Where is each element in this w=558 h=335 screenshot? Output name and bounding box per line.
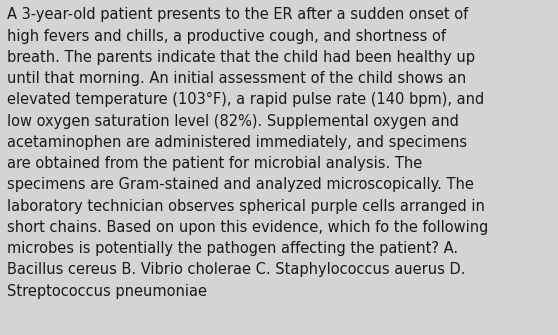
Text: A 3-year-old patient presents to the ER after a sudden onset of
high fevers and : A 3-year-old patient presents to the ER … [7,7,488,298]
